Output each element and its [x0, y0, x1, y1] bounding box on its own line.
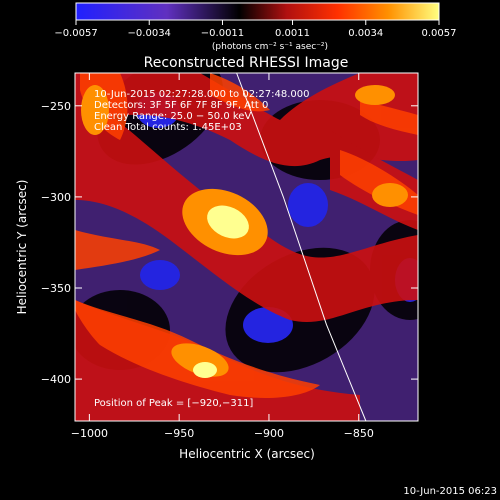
colorbar-tick-label: −0.0034 — [128, 28, 171, 39]
heatmap-image — [75, 73, 418, 421]
colorbar-tick-label: −0.0011 — [201, 28, 244, 39]
colorbar-ticks: −0.0057 −0.0034 −0.0011 0.0011 0.0034 0.0057 — [54, 20, 457, 39]
y-tick-label: −300 — [41, 191, 71, 204]
colorbar-tick-label: −0.0057 — [54, 28, 97, 39]
peak-position-label: Position of Peak = [−920,−311] — [94, 398, 253, 409]
chart-title: Reconstructed RHESSI Image — [144, 55, 349, 71]
time-range-label: 10-Jun-2015 02:27:28.000 to 02:27:48.000 — [94, 89, 310, 100]
plot-frame — [74, 72, 419, 422]
x-tick-label: −850 — [344, 427, 374, 440]
x-tick-label: −900 — [254, 427, 284, 440]
x-tick-label: −1000 — [71, 427, 108, 440]
colorbar-tick-label: 0.0057 — [422, 28, 457, 39]
colorbar-tick-label: 0.0034 — [348, 28, 383, 39]
clean-counts-label: Clean Total counts: 1.45E+03 — [94, 122, 242, 133]
solar-limb-line — [236, 72, 367, 422]
detectors-label: Detectors: 3F 5F 6F 7F 8F 9F, Att 0 — [94, 100, 268, 111]
footer-timestamp: 10-Jun-2015 06:23 — [403, 486, 497, 497]
y-tick-label: −250 — [41, 100, 71, 113]
y-tick-label: −400 — [41, 373, 71, 386]
colorbar-tick-label: 0.0011 — [275, 28, 310, 39]
axis-ticks: −1000 −950 −900 −850 −250 −300 −350 −400 — [41, 73, 418, 440]
energy-range-label: Energy Range: 25.0 − 50.0 keV — [94, 111, 251, 122]
x-tick-label: −950 — [164, 427, 194, 440]
y-tick-label: −350 — [41, 282, 71, 295]
colorbar — [75, 2, 440, 21]
x-axis-label: Heliocentric X (arcsec) — [179, 447, 315, 461]
y-axis-label: Heliocentric Y (arcsec) — [15, 180, 29, 315]
colorbar-label: (photons cm⁻² s⁻¹ asec⁻²) — [212, 42, 328, 52]
